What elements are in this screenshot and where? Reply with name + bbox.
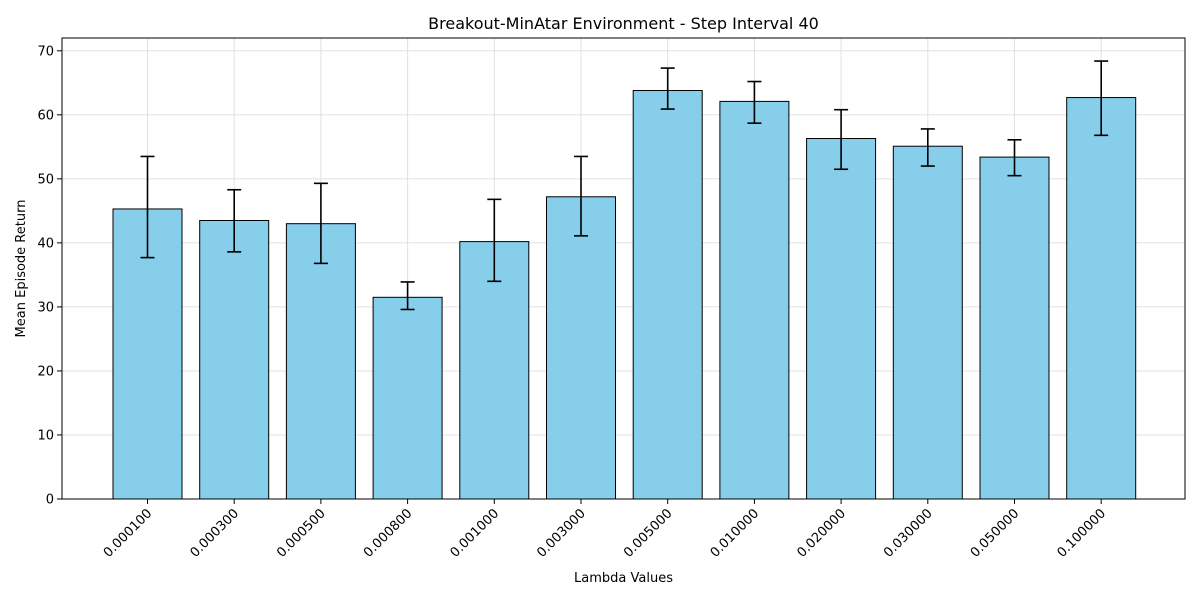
y-axis-ticks: 0 10 20 30 40 50 60 70	[37, 44, 62, 508]
x-tick-label: 0.000800	[361, 506, 415, 560]
y-tick-label: 60	[37, 108, 54, 123]
bar	[892, 145, 963, 500]
bar	[285, 223, 356, 500]
x-tick-label: 0.003000	[534, 506, 588, 560]
x-tick-label: 0.001000	[448, 506, 502, 560]
y-tick-label: 20	[37, 364, 54, 379]
x-tick-label: 0.005000	[621, 506, 675, 560]
plot-frame	[61, 37, 1186, 500]
x-tick-label: 0.050000	[968, 506, 1022, 560]
y-axis-label: Mean Episode Return	[14, 200, 29, 338]
bar	[546, 196, 616, 500]
y-tick-label: 30	[37, 300, 54, 315]
bar	[806, 138, 877, 500]
bar	[632, 90, 703, 500]
error-bars	[140, 60, 1109, 311]
y-tick-label: 40	[37, 236, 54, 251]
bar	[459, 241, 530, 500]
x-tick-label: 0.000100	[101, 506, 155, 560]
y-tick-label: 0	[46, 493, 54, 508]
bar	[719, 100, 790, 500]
x-axis-label: Lambda Values	[574, 571, 673, 586]
x-tick-label: 0.020000	[794, 506, 848, 560]
x-axis-ticks: 0.000100 0.000300 0.000500 0.000800 0.001000…	[101, 499, 1109, 561]
chart-title: Breakout-MinAtar Environment - Step Inte…	[428, 14, 819, 33]
bar	[199, 219, 270, 500]
x-tick-label: 0.010000	[708, 506, 762, 560]
y-tick-label: 70	[37, 44, 54, 59]
x-tick-label: 0.000300	[188, 506, 242, 560]
x-tick-label: 0.100000	[1055, 506, 1109, 560]
y-tick-label: 10	[37, 428, 54, 443]
x-tick-label: 0.030000	[881, 506, 935, 560]
bar	[979, 156, 1050, 500]
bar	[1066, 97, 1137, 500]
x-tick-label: 0.000500	[274, 506, 328, 560]
bar	[372, 296, 443, 500]
y-tick-label: 50	[37, 172, 54, 187]
bars	[112, 90, 1137, 500]
